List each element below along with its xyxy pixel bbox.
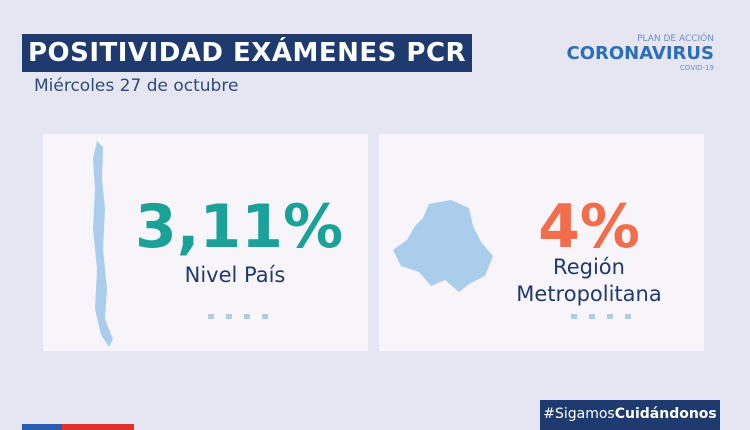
card: 3,11% Nivel País [43,134,368,351]
dots [571,314,631,319]
label: Nivel País [184,263,286,287]
hashtag-bold: Cuidándonos [614,406,717,422]
value: 4% [538,192,640,262]
region-map [393,200,493,292]
value: 3,11% [135,192,344,262]
logo-plan: PLAN DE ACCIÓN [637,34,714,44]
logo-name: CORONAVIRUS [566,43,714,64]
logo: PLAN DE ACCIÓN CORONAVIRUS COVID-19 [566,34,714,72]
logo-sub: COVID-19 [680,64,714,72]
dots [208,314,268,319]
card: 4% Región Metropolitana [379,134,704,351]
label: Región Metropolitana [516,255,662,306]
date: Miércoles 27 de octubre [34,76,239,96]
title: POSITIVIDAD EXÁMENES PCR [22,34,472,72]
hashtag: #SigamosCuidándonos [540,400,720,430]
hashtag-prefix: #Sigamos [543,406,615,422]
chile-map [93,141,113,347]
flag-blue [22,424,62,430]
flag-red [62,424,134,430]
